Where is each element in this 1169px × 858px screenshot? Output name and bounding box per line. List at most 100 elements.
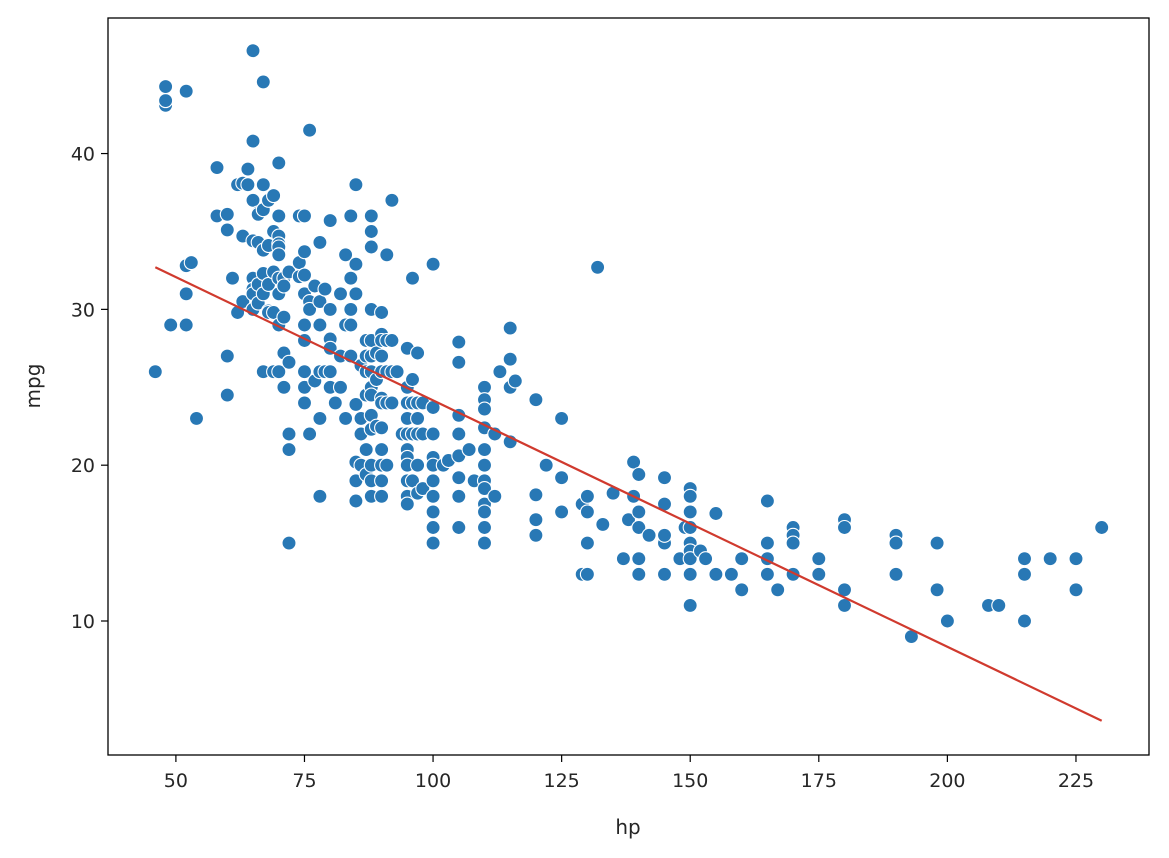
- data-point: [245, 43, 261, 59]
- data-point: [343, 208, 359, 224]
- data-point: [554, 470, 570, 486]
- data-point: [348, 256, 364, 272]
- data-point: [302, 122, 318, 138]
- data-point: [476, 481, 493, 497]
- data-point: [322, 364, 338, 380]
- data-point: [240, 177, 256, 193]
- data-point: [188, 410, 205, 426]
- data-point: [476, 457, 493, 473]
- data-point: [343, 317, 359, 333]
- data-point: [1016, 551, 1033, 567]
- data-point: [811, 551, 827, 567]
- data-point: [343, 270, 359, 286]
- data-point: [682, 566, 698, 582]
- data-point: [476, 535, 493, 551]
- data-point: [656, 470, 673, 486]
- data-point: [425, 519, 441, 536]
- x-tick-label: 50: [164, 770, 188, 792]
- regression-line: [154, 266, 1103, 722]
- data-point: [451, 354, 467, 370]
- data-point: [281, 442, 297, 458]
- data-point: [348, 396, 364, 412]
- data-point: [528, 527, 544, 543]
- y-tick-label: 40: [71, 144, 95, 166]
- data-point: [348, 177, 364, 193]
- data-point: [384, 332, 400, 349]
- x-tick-label: 150: [672, 770, 708, 792]
- data-point: [240, 161, 256, 177]
- data-point: [363, 208, 379, 224]
- data-point: [178, 317, 194, 333]
- data-point: [322, 213, 338, 229]
- plot-frame: [107, 17, 1150, 756]
- x-axis-label: hp: [615, 815, 640, 839]
- data-point: [759, 493, 775, 509]
- data-point: [404, 270, 421, 286]
- data-point: [451, 334, 467, 350]
- data-point: [1042, 551, 1058, 567]
- data-point: [528, 487, 544, 503]
- y-axis-label: mpg: [21, 364, 45, 409]
- data-point: [476, 504, 493, 520]
- data-point: [759, 566, 775, 582]
- data-point: [374, 442, 390, 458]
- data-point: [620, 512, 637, 528]
- data-point: [312, 410, 328, 426]
- data-point: [163, 317, 179, 333]
- data-point: [698, 551, 714, 567]
- data-point: [219, 206, 235, 222]
- data-point: [322, 301, 338, 317]
- data-point: [317, 281, 333, 297]
- data-point: [502, 320, 518, 336]
- data-point: [158, 93, 174, 109]
- data-point: [271, 364, 287, 380]
- data-point: [451, 470, 467, 486]
- data-point: [374, 488, 390, 504]
- data-point: [266, 188, 282, 204]
- data-point: [158, 79, 174, 95]
- data-point: [656, 527, 673, 543]
- data-point: [615, 551, 631, 567]
- data-point: [425, 535, 441, 551]
- data-point: [312, 317, 328, 333]
- x-axis-ticks: 50 75 100 125 150 175 200 225: [164, 755, 1094, 792]
- data-point: [410, 345, 426, 361]
- x-tick-label: 225: [1058, 770, 1094, 792]
- data-point: [219, 387, 235, 403]
- data-point: [338, 247, 354, 263]
- data-point: [348, 286, 364, 302]
- y-axis-ticks: 10 20 30 40: [71, 144, 108, 633]
- data-point: [410, 410, 426, 426]
- data-point: [271, 155, 287, 171]
- data-point: [708, 505, 724, 522]
- data-point: [579, 488, 595, 504]
- x-tick-label: 75: [292, 770, 316, 792]
- data-point: [528, 392, 544, 408]
- data-point: [811, 566, 827, 582]
- data-point: [579, 504, 595, 520]
- data-point: [178, 286, 194, 302]
- data-point: [374, 420, 390, 436]
- data-point: [343, 301, 359, 317]
- data-point: [147, 364, 163, 380]
- data-point: [579, 566, 595, 582]
- data-point: [338, 410, 354, 426]
- data-point: [374, 473, 390, 489]
- data-point: [641, 527, 657, 543]
- data-point: [595, 516, 611, 532]
- data-point: [404, 371, 421, 388]
- data-point: [183, 255, 199, 271]
- data-point: [451, 488, 467, 504]
- data-point: [296, 364, 313, 380]
- x-tick-label: 100: [415, 770, 451, 792]
- data-point: [487, 488, 503, 504]
- data-point: [759, 535, 775, 551]
- data-point: [410, 457, 426, 473]
- data-point: [425, 473, 441, 489]
- x-tick-label: 125: [544, 770, 580, 792]
- data-point: [358, 442, 374, 458]
- data-point: [528, 512, 544, 528]
- data-point: [296, 208, 313, 224]
- data-point: [425, 256, 441, 272]
- data-point: [245, 133, 261, 149]
